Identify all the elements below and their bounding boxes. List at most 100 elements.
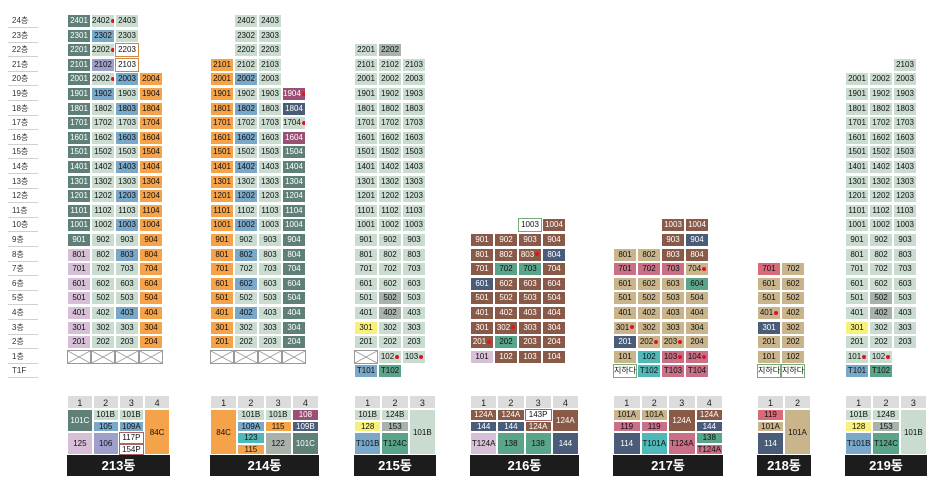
unit-cell[interactable]: 2102 <box>378 57 402 72</box>
unit-cell[interactable]: 901 <box>845 233 869 247</box>
unit-cell[interactable]: 1102 <box>234 203 258 218</box>
unit-cell[interactable]: 1803 <box>402 101 426 116</box>
unit-cell[interactable]: 1503 <box>258 145 282 160</box>
unit-cell[interactable]: 1003 <box>258 218 282 233</box>
unit-cell[interactable]: 104 <box>685 349 709 364</box>
unit-cell[interactable]: T101 <box>845 364 869 379</box>
unit-cell[interactable]: 903 <box>258 233 282 247</box>
unit-cell[interactable]: 1703 <box>115 116 139 131</box>
unit-cell[interactable]: 702 <box>378 262 402 277</box>
unit-cell[interactable]: 403 <box>258 306 282 320</box>
unit-cell[interactable]: 903 <box>661 233 685 247</box>
unit-cell[interactable]: 2203 <box>258 43 282 58</box>
unit-cell[interactable]: T102 <box>378 364 402 379</box>
unit-cell[interactable]: 604 <box>282 276 306 291</box>
unit-cell[interactable]: 801 <box>845 247 869 262</box>
unit-cell[interactable]: 401 <box>354 306 378 320</box>
unit-cell[interactable]: 802 <box>869 247 893 262</box>
unit-cell[interactable]: 403 <box>115 306 139 320</box>
unit-cell[interactable]: 503 <box>518 291 542 306</box>
unit-cell[interactable]: 1202 <box>234 189 258 204</box>
unit-cell[interactable]: 1601 <box>67 130 91 145</box>
unit-cell[interactable]: 901 <box>210 233 234 247</box>
unit-cell[interactable]: 1702 <box>869 116 893 131</box>
unit-cell[interactable]: 2303 <box>258 28 282 43</box>
unit-cell[interactable]: 401 <box>757 306 781 320</box>
unit-cell[interactable]: 203 <box>115 335 139 350</box>
unit-cell[interactable]: 101 <box>845 349 869 364</box>
unit-cell[interactable]: 502 <box>494 291 518 306</box>
unit-cell[interactable]: 1903 <box>258 87 282 101</box>
unit-cell[interactable]: 1603 <box>258 130 282 145</box>
unit-cell[interactable]: 304 <box>542 320 566 335</box>
unit-cell[interactable]: 204 <box>685 335 709 350</box>
unit-cell[interactable]: 103 <box>518 349 542 364</box>
unit-cell[interactable]: 702 <box>781 262 805 277</box>
unit-cell[interactable]: 204 <box>542 335 566 350</box>
unit-cell[interactable]: 903 <box>518 233 542 247</box>
unit-cell[interactable]: 504 <box>542 291 566 306</box>
unit-cell[interactable]: 703 <box>258 262 282 277</box>
unit-cell[interactable]: 701 <box>67 262 91 277</box>
unit-cell[interactable]: 402 <box>234 306 258 320</box>
unit-cell[interactable]: 201 <box>613 335 637 350</box>
unit-cell[interactable]: 602 <box>91 276 115 291</box>
unit-cell[interactable]: 1803 <box>893 101 917 116</box>
unit-cell[interactable]: 302 <box>781 320 805 335</box>
unit-cell[interactable]: 404 <box>139 306 163 320</box>
unit-cell[interactable]: 101 <box>470 349 494 364</box>
unit-cell[interactable]: T103 <box>661 364 685 379</box>
unit-cell[interactable]: 1204 <box>282 189 306 204</box>
unit-cell[interactable]: 2001 <box>67 72 91 87</box>
unit-cell[interactable]: 2201 <box>67 43 91 58</box>
building-name[interactable]: 217동 <box>613 455 723 476</box>
unit-cell[interactable]: 1002 <box>91 218 115 233</box>
unit-cell[interactable]: 502 <box>234 291 258 306</box>
empty-unit-cell[interactable] <box>258 349 282 364</box>
unit-cell[interactable]: 1403 <box>258 160 282 174</box>
unit-cell[interactable]: 1703 <box>893 116 917 131</box>
unit-cell[interactable]: 1603 <box>893 130 917 145</box>
unit-cell[interactable]: 1303 <box>402 174 426 189</box>
building-name[interactable]: 216동 <box>470 455 579 476</box>
unit-cell[interactable]: 1703 <box>258 116 282 131</box>
unit-cell[interactable]: 1302 <box>234 174 258 189</box>
unit-cell[interactable]: 1404 <box>139 160 163 174</box>
unit-cell[interactable]: 2402 <box>91 14 115 28</box>
unit-cell[interactable]: 1202 <box>378 189 402 204</box>
unit-cell[interactable]: 103 <box>661 349 685 364</box>
unit-cell[interactable]: 702 <box>494 262 518 277</box>
unit-cell[interactable]: 703 <box>893 262 917 277</box>
unit-cell[interactable]: 2401 <box>67 14 91 28</box>
unit-cell[interactable]: 2103 <box>402 57 426 72</box>
unit-cell[interactable]: 601 <box>354 276 378 291</box>
unit-cell[interactable]: 1501 <box>67 145 91 160</box>
unit-cell[interactable]: 703 <box>115 262 139 277</box>
unit-cell[interactable]: 903 <box>115 233 139 247</box>
empty-unit-cell[interactable] <box>67 349 91 364</box>
unit-cell[interactable]: 201 <box>210 335 234 350</box>
unit-cell[interactable]: 201 <box>757 335 781 350</box>
unit-cell[interactable]: 1804 <box>139 101 163 116</box>
unit-cell[interactable]: 1901 <box>845 87 869 101</box>
unit-cell[interactable]: 403 <box>402 306 426 320</box>
unit-cell[interactable]: 1902 <box>378 87 402 101</box>
unit-cell[interactable]: 1102 <box>378 203 402 218</box>
unit-cell[interactable]: 402 <box>494 306 518 320</box>
unit-cell[interactable]: 1004 <box>685 218 709 233</box>
unit-cell[interactable]: 201 <box>470 335 494 350</box>
unit-cell[interactable]: 404 <box>542 306 566 320</box>
unit-cell[interactable]: 603 <box>893 276 917 291</box>
unit-cell[interactable]: 501 <box>354 291 378 306</box>
unit-cell[interactable]: 1702 <box>234 116 258 131</box>
unit-cell[interactable]: 302 <box>234 320 258 335</box>
unit-cell[interactable]: 1403 <box>402 160 426 174</box>
unit-cell[interactable]: 602 <box>869 276 893 291</box>
unit-cell[interactable]: 1503 <box>402 145 426 160</box>
unit-cell[interactable]: T102 <box>869 364 893 379</box>
unit-cell[interactable]: 1603 <box>115 130 139 145</box>
unit-cell[interactable]: 지하다락 <box>613 364 637 379</box>
unit-cell[interactable]: 1404 <box>282 160 306 174</box>
unit-cell[interactable]: 1203 <box>893 189 917 204</box>
unit-cell[interactable]: 802 <box>494 247 518 262</box>
